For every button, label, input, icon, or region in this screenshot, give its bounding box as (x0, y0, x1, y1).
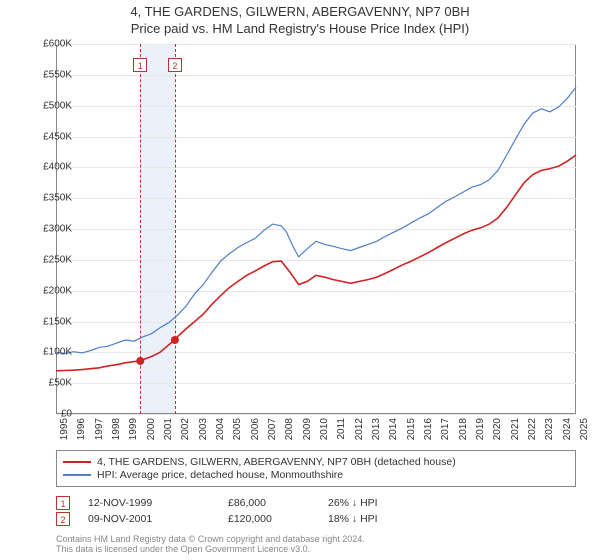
y-tick-label: £50K (49, 378, 72, 389)
sale-price: £120,000 (228, 513, 328, 525)
chart-plot-area: 12 (56, 44, 576, 414)
x-tick-label: 2024 (562, 418, 573, 440)
x-tick-label: 2016 (423, 418, 434, 440)
attribution-line: This data is licensed under the Open Gov… (56, 544, 365, 554)
y-tick-label: £350K (43, 193, 72, 204)
x-tick-label: 2023 (544, 418, 555, 440)
attribution: Contains HM Land Registry data © Crown c… (56, 534, 365, 555)
title-block: 4, THE GARDENS, GILWERN, ABERGAVENNY, NP… (0, 0, 600, 38)
x-tick-label: 2006 (250, 418, 261, 440)
x-tick-label: 2004 (215, 418, 226, 440)
sales-table: 1 12-NOV-1999 £86,000 26% ↓ HPI 2 09-NOV… (56, 494, 448, 528)
title-address: 4, THE GARDENS, GILWERN, ABERGAVENNY, NP… (0, 4, 600, 19)
x-tick-label: 2000 (146, 418, 157, 440)
y-tick-label: £400K (43, 162, 72, 173)
y-tick-label: £200K (43, 285, 72, 296)
legend-row-hpi: HPI: Average price, detached house, Monm… (63, 469, 569, 481)
y-tick-label: £550K (43, 69, 72, 80)
legend-label: 4, THE GARDENS, GILWERN, ABERGAVENNY, NP… (97, 456, 456, 468)
sale-dot (171, 336, 179, 344)
sale-dot (136, 357, 144, 365)
x-tick-label: 2010 (319, 418, 330, 440)
x-tick-label: 2001 (163, 418, 174, 440)
x-tick-label: 2011 (336, 418, 347, 440)
x-tick-label: 2018 (458, 418, 469, 440)
x-tick-label: 2013 (371, 418, 382, 440)
x-tick-label: 2022 (527, 418, 538, 440)
x-tick-label: 1998 (111, 418, 122, 440)
x-tick-label: 1995 (59, 418, 70, 440)
y-tick-label: £450K (43, 131, 72, 142)
legend-label: HPI: Average price, detached house, Monm… (97, 469, 343, 481)
x-tick-label: 1997 (94, 418, 105, 440)
x-tick-label: 2025 (579, 418, 590, 440)
y-tick-label: £250K (43, 254, 72, 265)
series-hpi (56, 87, 576, 353)
legend-row-price-paid: 4, THE GARDENS, GILWERN, ABERGAVENNY, NP… (63, 456, 569, 468)
y-tick-label: £100K (43, 347, 72, 358)
x-tick-label: 2009 (302, 418, 313, 440)
legend: 4, THE GARDENS, GILWERN, ABERGAVENNY, NP… (56, 450, 576, 487)
x-tick-label: 2015 (406, 418, 417, 440)
sales-row: 2 09-NOV-2001 £120,000 18% ↓ HPI (56, 512, 448, 526)
grid-line (56, 414, 576, 415)
series-price_paid (56, 155, 576, 371)
attribution-line: Contains HM Land Registry data © Crown c… (56, 534, 365, 544)
x-tick-label: 2019 (475, 418, 486, 440)
y-tick-label: £500K (43, 100, 72, 111)
x-tick-label: 2014 (388, 418, 399, 440)
x-tick-label: 2003 (198, 418, 209, 440)
legend-swatch (63, 474, 91, 476)
sale-marker: 2 (56, 512, 70, 526)
x-tick-label: 1996 (76, 418, 87, 440)
x-tick-label: 2017 (440, 418, 451, 440)
y-tick-label: £600K (43, 39, 72, 50)
x-tick-label: 2012 (354, 418, 365, 440)
sale-date: 12-NOV-1999 (88, 497, 228, 509)
sale-price: £86,000 (228, 497, 328, 509)
sales-row: 1 12-NOV-1999 £86,000 26% ↓ HPI (56, 496, 448, 510)
x-tick-label: 2021 (510, 418, 521, 440)
x-tick-label: 2008 (284, 418, 295, 440)
sale-hpi: 26% ↓ HPI (328, 497, 448, 509)
y-tick-label: £300K (43, 224, 72, 235)
x-tick-label: 2007 (267, 418, 278, 440)
x-tick-label: 2020 (492, 418, 503, 440)
chart-container: 4, THE GARDENS, GILWERN, ABERGAVENNY, NP… (0, 0, 600, 560)
x-tick-label: 2002 (180, 418, 191, 440)
y-tick-label: £150K (43, 316, 72, 327)
sale-date: 09-NOV-2001 (88, 513, 228, 525)
sale-hpi: 18% ↓ HPI (328, 513, 448, 525)
x-tick-label: 1999 (128, 418, 139, 440)
chart-svg (56, 44, 576, 414)
legend-swatch (63, 461, 91, 463)
x-tick-label: 2005 (232, 418, 243, 440)
sale-marker: 1 (56, 496, 70, 510)
title-subtitle: Price paid vs. HM Land Registry's House … (0, 21, 600, 36)
